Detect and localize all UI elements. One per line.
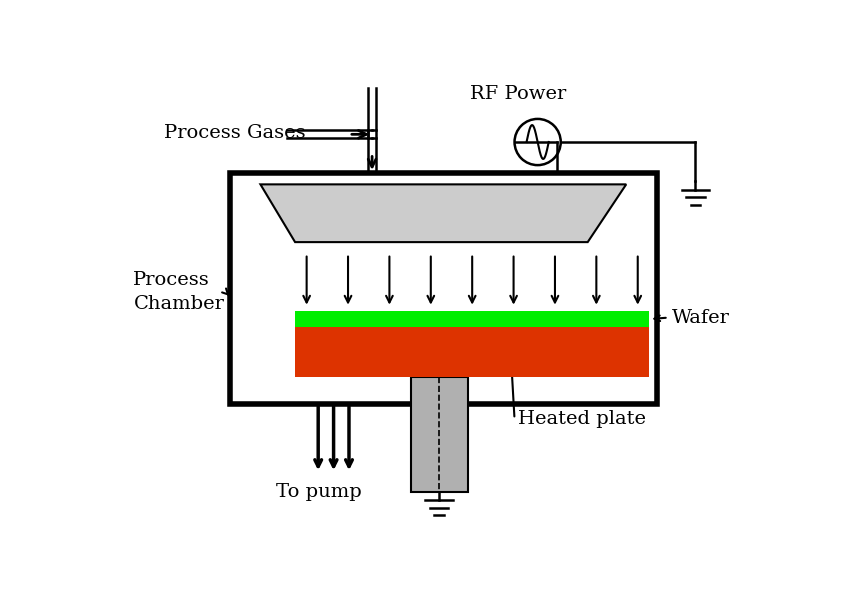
Text: RF Power: RF Power bbox=[471, 85, 567, 103]
Bar bbox=[229, 173, 657, 404]
Text: Process Gases: Process Gases bbox=[164, 124, 306, 142]
Text: Heated plate: Heated plate bbox=[518, 410, 646, 428]
Bar bbox=[295, 327, 650, 377]
Polygon shape bbox=[260, 184, 626, 242]
Text: Process
Chamber: Process Chamber bbox=[133, 271, 224, 313]
Text: To pump: To pump bbox=[276, 484, 362, 501]
Text: Wafer: Wafer bbox=[672, 308, 730, 327]
Bar bbox=[295, 311, 650, 327]
Bar bbox=[411, 377, 468, 492]
